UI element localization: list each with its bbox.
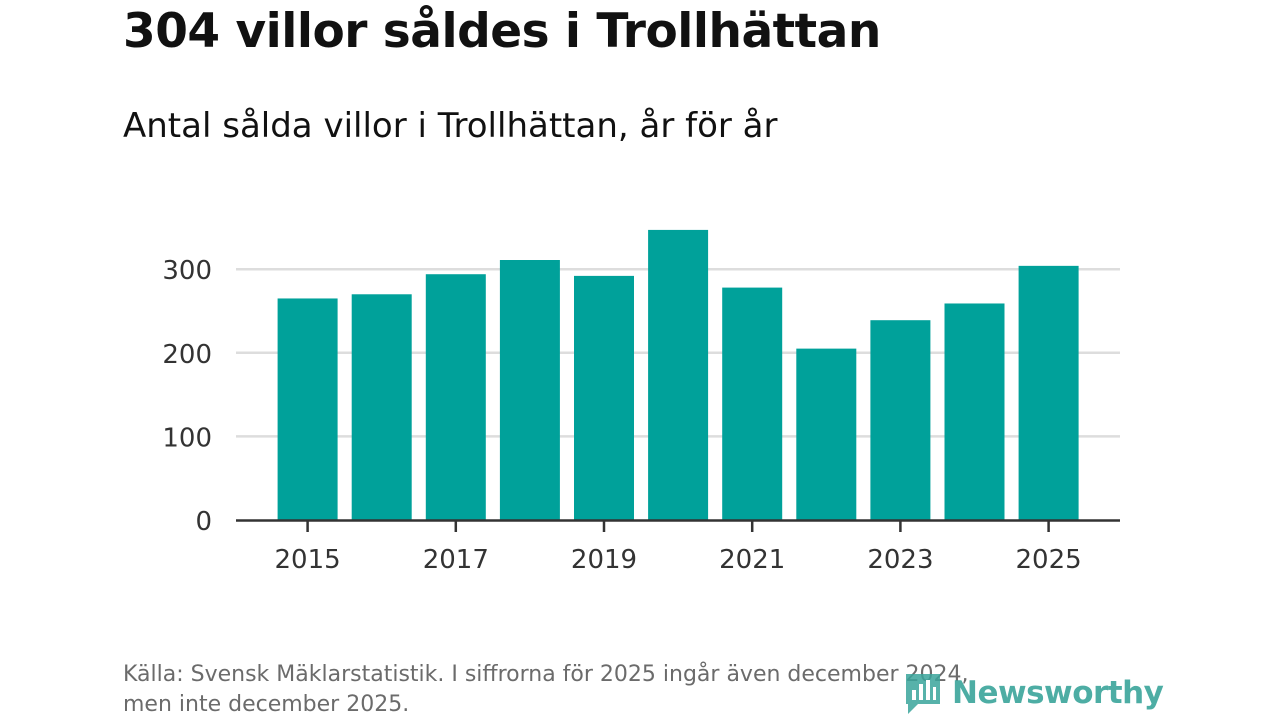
footnote-line-2: men inte december 2025. (123, 692, 410, 717)
x-tick-label: 2025 (1016, 545, 1082, 575)
logo-text: Newsworthy (952, 675, 1164, 711)
x-tick-label: 2017 (423, 545, 489, 575)
x-tick-label: 2023 (867, 545, 933, 575)
y-tick-label: 0 (195, 507, 212, 537)
source-footnote: Källa: Svensk Mäklarstatistik. I siffror… (123, 660, 1123, 720)
x-tick-label: 2021 (719, 545, 785, 575)
bar-2021 (722, 287, 783, 520)
bar-2020 (648, 229, 709, 520)
footnote-line-1: Källa: Svensk Mäklarstatistik. I siffror… (123, 662, 969, 687)
bar-chart-icon (906, 674, 940, 714)
bar-2024 (944, 303, 1005, 520)
y-tick-label: 100 (162, 423, 212, 453)
bar-2016 (351, 294, 412, 520)
x-tick-label: 2019 (571, 545, 637, 575)
y-tick-label: 200 (162, 340, 212, 370)
bar-2017 (425, 274, 486, 520)
bar-2015 (277, 298, 338, 520)
newsworthy-logo: Newsworthy (902, 670, 1164, 716)
bar-2023 (870, 320, 931, 520)
bar-2022 (796, 348, 857, 520)
bar-2025 (1018, 265, 1079, 520)
bar-2019 (574, 275, 634, 520)
bar-2018 (499, 260, 560, 520)
chart-subtitle: Antal sålda villor i Trollhättan, år för… (123, 106, 778, 146)
y-tick-label: 300 (162, 256, 212, 286)
bar-chart: 0 100 200 300 2015 2017 2019 2021 2023 2025 (162, 229, 1120, 575)
chart-title: 304 villor såldes i Trollhättan (123, 4, 881, 59)
x-tick-label: 2015 (275, 545, 341, 575)
